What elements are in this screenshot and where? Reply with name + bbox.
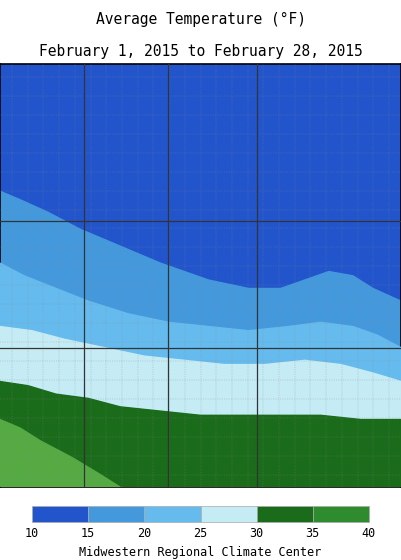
- Text: 15: 15: [81, 526, 95, 539]
- Bar: [257, 506, 313, 522]
- Bar: [32, 506, 88, 522]
- Text: 30: 30: [249, 526, 264, 539]
- Text: 20: 20: [137, 526, 152, 539]
- Polygon shape: [0, 326, 401, 419]
- Polygon shape: [0, 419, 120, 487]
- Bar: [313, 506, 369, 522]
- Text: February 1, 2015 to February 28, 2015: February 1, 2015 to February 28, 2015: [38, 44, 363, 59]
- Text: Average Temperature (°F): Average Temperature (°F): [95, 12, 306, 27]
- Text: 10: 10: [25, 526, 39, 539]
- Text: 40: 40: [362, 526, 376, 539]
- Text: 35: 35: [306, 526, 320, 539]
- Polygon shape: [0, 381, 401, 487]
- Polygon shape: [0, 192, 401, 348]
- Text: 25: 25: [193, 526, 208, 539]
- Polygon shape: [0, 64, 401, 301]
- Bar: [200, 506, 257, 522]
- Bar: [88, 506, 144, 522]
- Text: Midwestern Regional Climate Center: Midwestern Regional Climate Center: [79, 545, 322, 558]
- Polygon shape: [0, 263, 401, 381]
- Bar: [144, 506, 200, 522]
